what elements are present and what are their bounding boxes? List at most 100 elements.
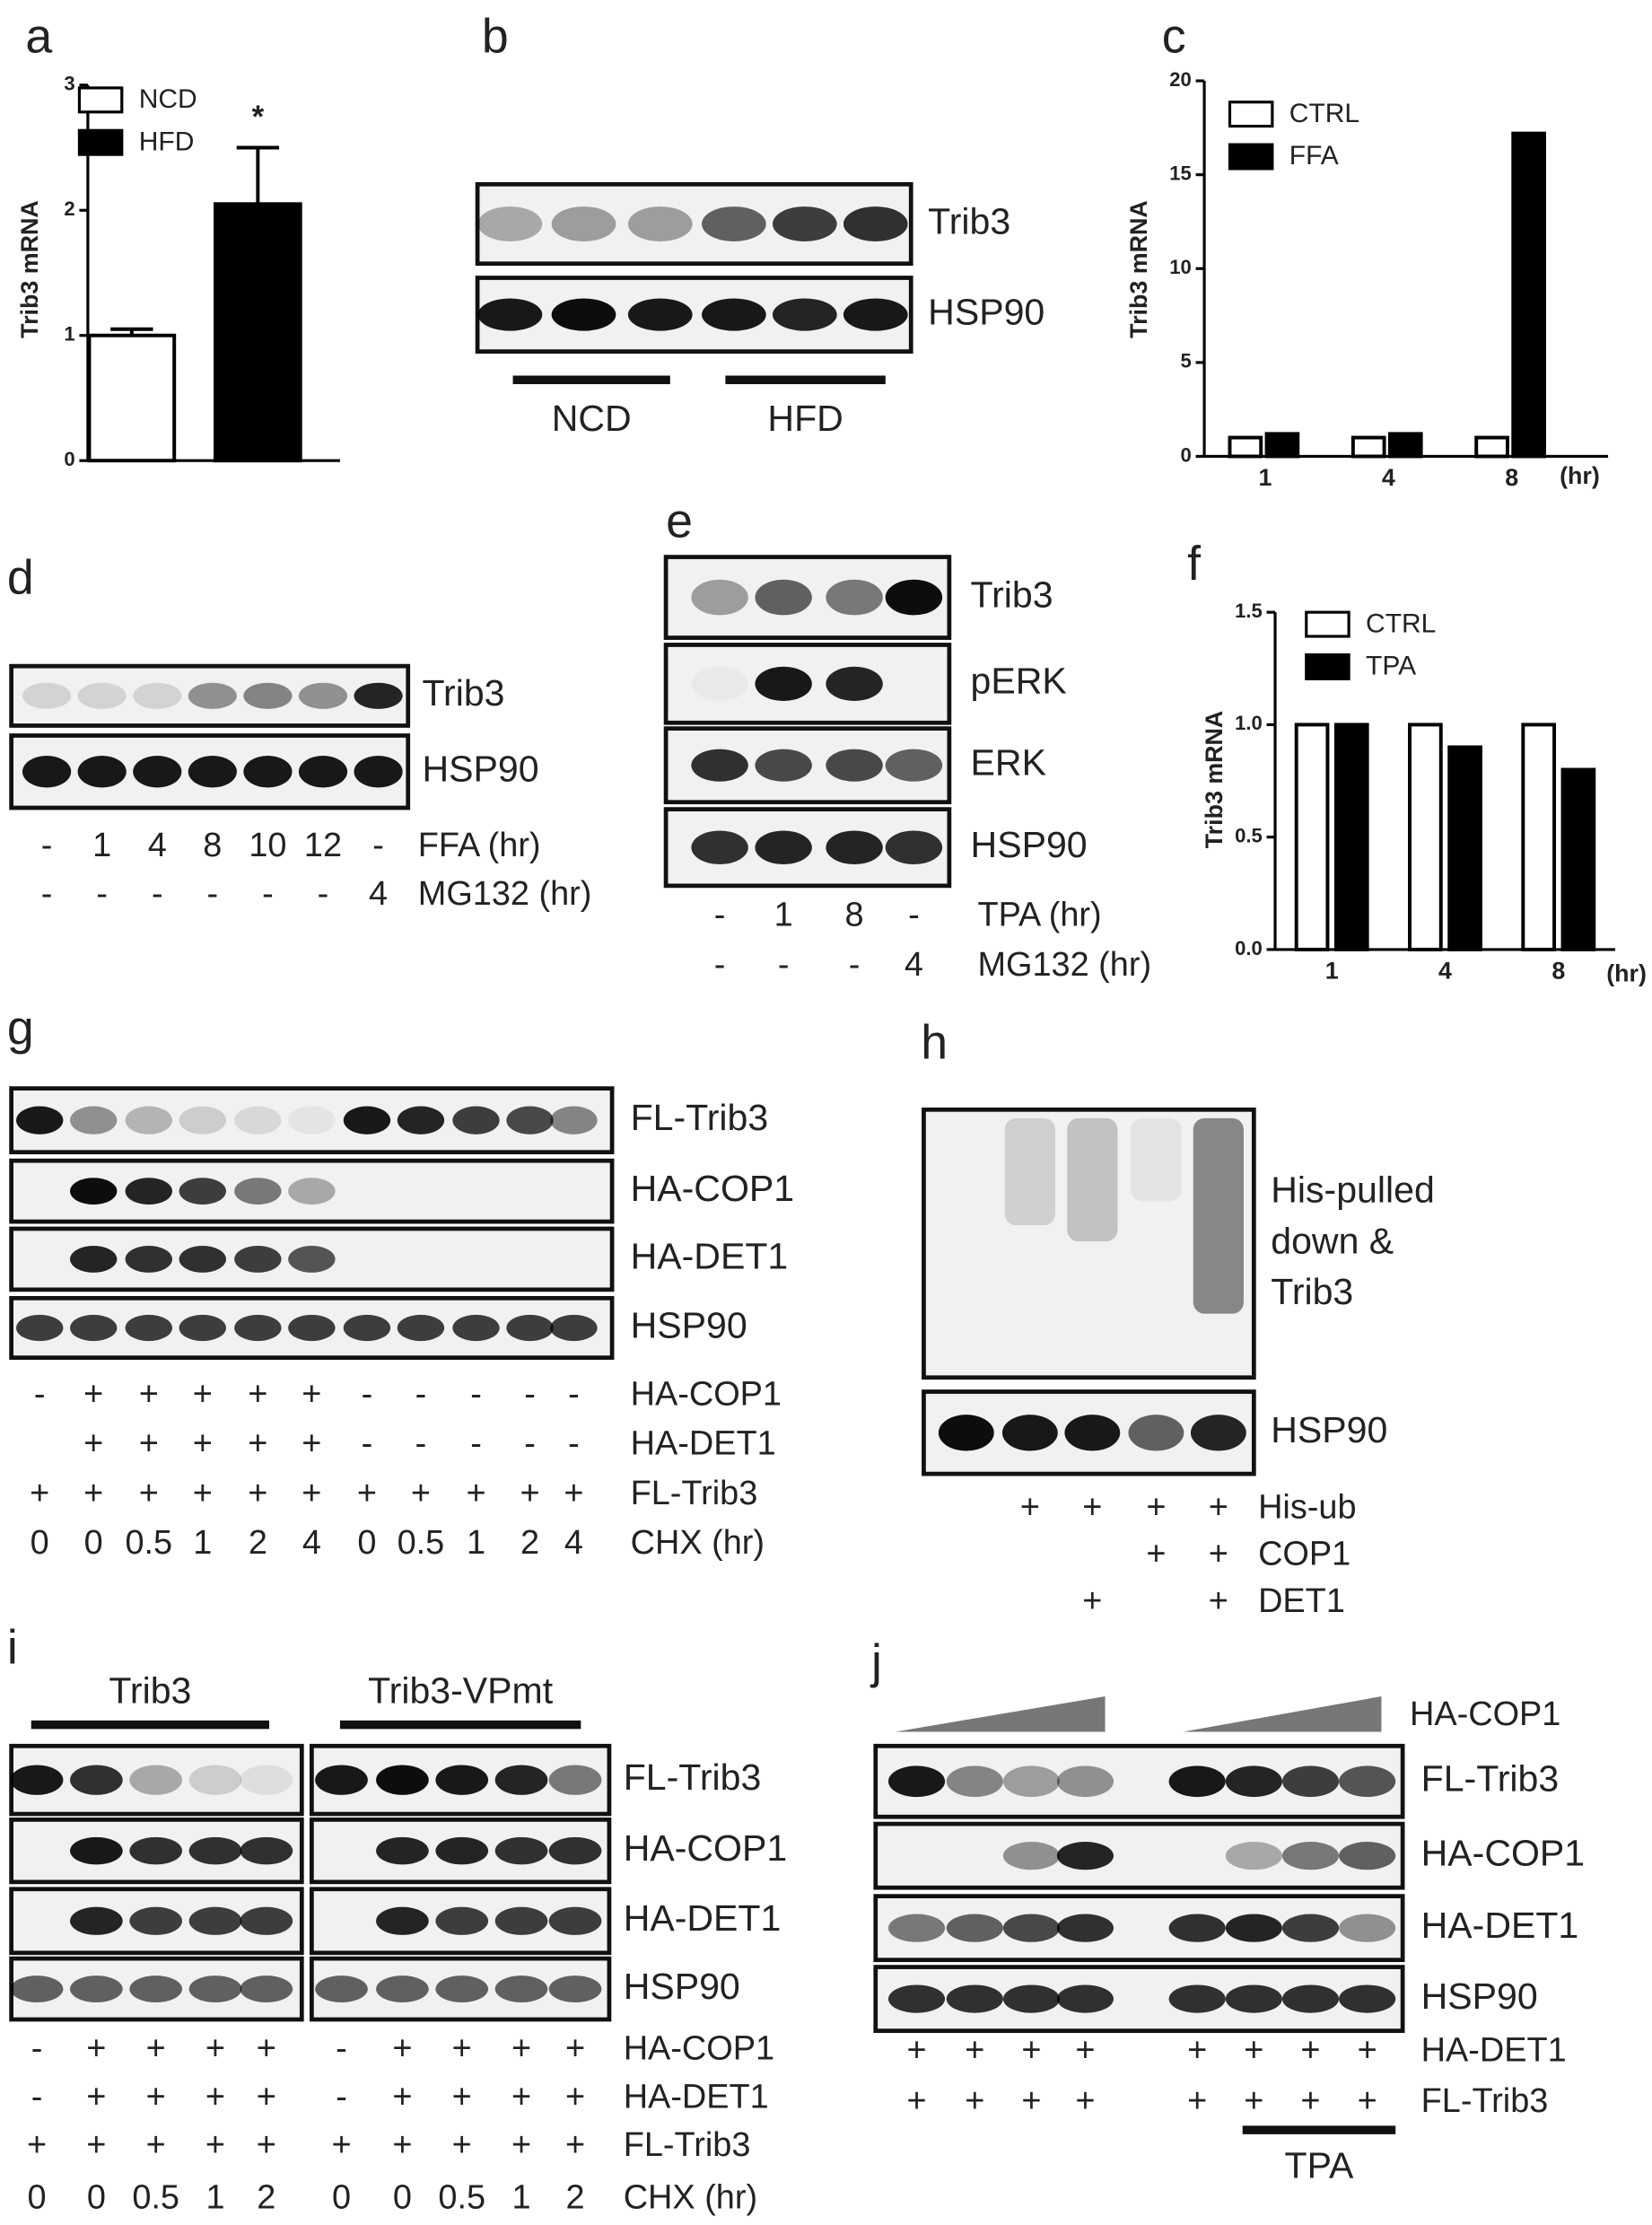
y-tick-label: 0.0	[1235, 937, 1263, 959]
band	[376, 1836, 429, 1865]
panel-letter: i	[7, 1621, 18, 1675]
band	[240, 1975, 293, 2002]
band	[133, 682, 182, 709]
condition-cell: +	[565, 2030, 585, 2068]
band	[885, 830, 943, 865]
band	[435, 1906, 489, 1935]
condition-cell: -	[372, 827, 384, 864]
condition-cell: +	[565, 2078, 585, 2116]
condition-cell: +	[1300, 2031, 1320, 2069]
blot-label: HA-DET1	[624, 1897, 782, 1939]
band	[188, 1906, 242, 1935]
band	[234, 1314, 282, 1342]
band	[1002, 1914, 1061, 1942]
band	[477, 298, 543, 331]
band	[1002, 1984, 1061, 2013]
band	[16, 1106, 64, 1134]
condition-cell: +	[906, 2082, 926, 2120]
band	[494, 1906, 548, 1935]
band	[298, 756, 348, 788]
legend-label: HFD	[139, 127, 195, 156]
band	[70, 1178, 118, 1205]
condition-name: CHX (hr)	[631, 1524, 765, 1562]
condition-cell: +	[1358, 2082, 1377, 2120]
group-label: HFD	[767, 398, 843, 439]
band	[354, 756, 403, 788]
blot-label: HA-COP1	[1421, 1832, 1585, 1873]
band	[1056, 1842, 1114, 1870]
condition-cell: +	[511, 2126, 531, 2164]
blot-frame	[475, 181, 913, 267]
condition-cell: 0	[393, 2179, 412, 2217]
condition-cell: +	[248, 1475, 267, 1512]
y-tick-label: 20	[1169, 68, 1192, 91]
band	[70, 1836, 123, 1865]
condition-cell: 4	[369, 875, 388, 913]
condition-cell: +	[193, 1475, 213, 1512]
band	[627, 298, 693, 331]
condition-cell: +	[965, 2031, 984, 2069]
condition-cell: 0	[84, 1524, 103, 1562]
panel-letter: h	[921, 1015, 948, 1069]
condition-cell: +	[511, 2030, 531, 2068]
condition-cell: +	[1146, 1489, 1166, 1527]
error-bar	[110, 327, 153, 336]
condition-name: MG132 (hr)	[418, 875, 592, 913]
condition-cell: -	[714, 897, 726, 934]
band	[494, 1836, 548, 1865]
condition-cell: 0	[87, 2179, 106, 2217]
condition-cell: -	[336, 2078, 347, 2116]
band	[477, 206, 543, 241]
band	[397, 1106, 445, 1134]
blot-label: HA-COP1	[624, 1827, 787, 1869]
band	[243, 682, 293, 709]
condition-cell: +	[1020, 1489, 1040, 1527]
condition-cell: +	[205, 2078, 225, 2116]
band	[288, 1245, 336, 1273]
band	[843, 298, 908, 331]
y-tick-label: 0	[1181, 443, 1192, 466]
legend-swatch	[77, 128, 124, 156]
panel-letter: f	[1187, 537, 1201, 591]
band	[188, 1836, 242, 1865]
band	[550, 1106, 598, 1134]
band	[772, 206, 837, 241]
band	[1281, 1914, 1340, 1942]
blot-frame	[9, 1086, 615, 1155]
band	[1168, 1984, 1226, 2013]
y-axis-label: Trib3 mRNA	[1125, 200, 1152, 338]
band	[691, 579, 748, 616]
condition-cell: -	[568, 1425, 580, 1463]
panel-letter: d	[7, 551, 34, 605]
condition-name: MG132 (hr)	[977, 946, 1151, 984]
condition-name: FL-Trib3	[1421, 2082, 1549, 2120]
blot-label: Trib3	[423, 672, 505, 714]
condition-cell: +	[146, 2078, 166, 2116]
condition-cell: 1	[774, 897, 793, 934]
blot-label: HA-DET1	[1421, 1905, 1579, 1946]
band	[288, 1178, 336, 1205]
band	[826, 579, 883, 616]
blot-label: HSP90	[423, 749, 539, 790]
condition-cell: +	[565, 2126, 585, 2164]
panel-letter: b	[482, 9, 509, 63]
condition-name: HA-DET1	[1421, 2031, 1567, 2069]
y-tick-label: 5	[1181, 350, 1192, 372]
band	[343, 1314, 391, 1342]
condition-cell: 1	[205, 2179, 224, 2217]
x-tick-label: 4	[1438, 957, 1452, 984]
band	[435, 1836, 489, 1865]
condition-cell: +	[906, 2031, 926, 2069]
condition-name: FL-Trib3	[631, 1475, 758, 1512]
band	[234, 1178, 282, 1205]
band	[1128, 1415, 1184, 1451]
band	[188, 682, 237, 709]
band	[548, 1906, 602, 1935]
bar	[214, 202, 302, 463]
condition-cell: +	[257, 2126, 276, 2164]
condition-cell: -	[524, 1425, 536, 1463]
band	[129, 1975, 183, 2002]
blot-label: HA-DET1	[631, 1236, 789, 1277]
band	[70, 1906, 123, 1935]
